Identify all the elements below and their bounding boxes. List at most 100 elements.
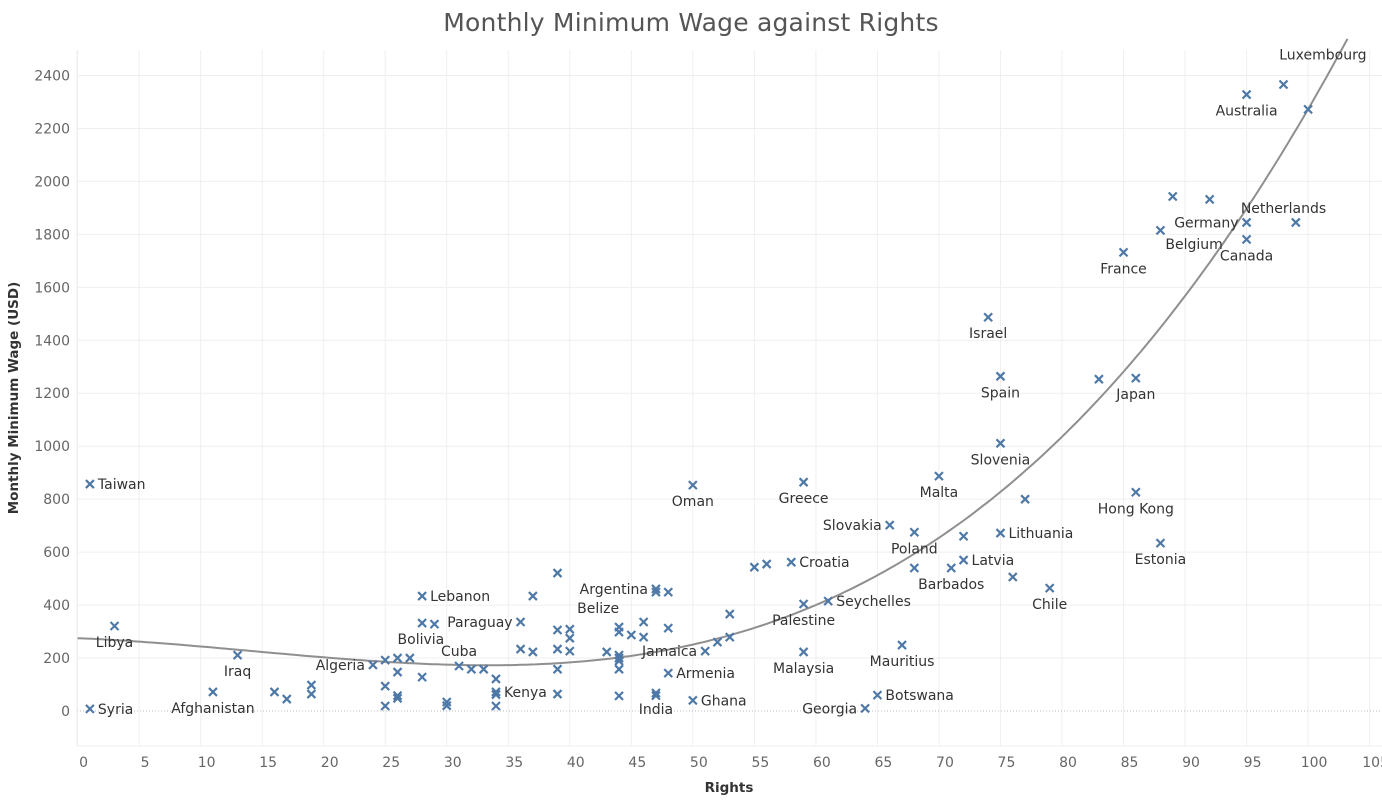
data-point[interactable] [392,653,403,663]
data-point[interactable] [638,632,649,642]
data-point[interactable] [1155,538,1166,548]
data-point[interactable] [614,656,624,666]
data-point[interactable] [909,563,920,573]
data-point[interactable] [466,664,477,674]
data-point[interactable] [1303,104,1313,115]
data-point[interactable] [884,520,895,530]
data-point[interactable] [392,693,403,704]
data-point[interactable] [491,689,501,700]
data-point[interactable] [614,627,624,637]
data-point[interactable] [282,694,292,704]
data-point[interactable] [1241,89,1252,100]
data-point[interactable] [552,664,563,674]
data-point[interactable] [208,687,218,697]
data-point[interactable] [724,632,735,642]
data-point[interactable] [1118,247,1129,258]
data-point[interactable] [614,653,624,663]
data-point[interactable] [1044,583,1055,593]
data-point[interactable] [85,479,95,489]
data-point[interactable] [306,680,317,690]
data-point[interactable] [798,647,809,657]
data-point[interactable] [651,587,661,597]
data-point[interactable] [651,688,661,698]
data-point[interactable] [958,555,969,565]
data-point[interactable] [1167,191,1178,202]
data-point[interactable] [565,646,575,656]
data-point[interactable] [368,660,378,670]
data-point[interactable] [860,703,870,714]
data-point[interactable] [995,371,1006,382]
data-point[interactable] [724,609,735,619]
data-point[interactable] [946,563,957,573]
data-point[interactable] [712,637,723,647]
data-point[interactable] [614,691,624,701]
data-point[interactable] [405,653,415,663]
data-point[interactable] [528,591,538,601]
data-point[interactable] [700,646,710,656]
data-point[interactable] [552,644,563,654]
data-point[interactable] [528,647,538,657]
data-point[interactable] [995,528,1006,538]
data-point[interactable] [109,621,120,631]
data-point[interactable] [85,704,95,714]
data-point[interactable] [798,599,809,609]
data-point[interactable] [392,690,403,701]
data-point[interactable] [934,471,944,481]
data-point[interactable] [565,633,575,643]
data-point[interactable] [1204,194,1215,205]
data-point[interactable] [786,557,797,567]
data-point[interactable] [1241,217,1252,228]
data-point[interactable] [614,664,624,674]
data-point[interactable] [552,568,563,578]
data-point[interactable] [872,690,883,700]
data-point[interactable] [441,700,452,711]
data-point[interactable] [478,664,489,674]
data-point[interactable] [380,655,391,665]
data-point[interactable] [761,559,772,569]
data-point[interactable] [491,674,501,684]
data-point[interactable] [380,701,391,711]
data-point[interactable] [663,587,674,597]
data-point[interactable] [626,630,637,640]
data-point[interactable] [1241,234,1252,245]
data-point[interactable] [454,661,464,671]
data-point[interactable] [552,625,563,635]
data-point[interactable] [1131,487,1141,498]
data-point[interactable] [638,617,649,627]
data-point[interactable] [651,584,661,594]
data-point[interactable] [909,527,920,538]
data-point[interactable] [688,695,698,706]
data-point[interactable] [798,477,809,487]
data-point[interactable] [958,531,969,542]
data-point[interactable] [417,618,427,628]
data-point[interactable] [1020,494,1030,504]
data-point[interactable] [663,623,674,633]
data-point[interactable] [417,591,427,601]
data-point[interactable] [429,619,440,629]
data-point[interactable] [651,690,661,701]
data-point[interactable] [1291,217,1301,228]
data-point[interactable] [515,617,526,627]
data-point[interactable] [601,647,612,657]
data-point[interactable] [392,667,403,677]
data-point[interactable] [269,687,280,697]
data-point[interactable] [823,596,833,606]
data-point[interactable] [515,644,526,654]
data-point[interactable] [749,562,760,572]
data-point[interactable] [663,668,674,678]
data-point[interactable] [897,640,907,650]
data-point[interactable] [380,681,391,691]
data-point[interactable] [1155,225,1166,236]
data-point[interactable] [441,697,452,707]
data-point[interactable] [417,672,427,682]
data-point[interactable] [1131,373,1141,383]
data-point[interactable] [995,438,1006,449]
data-point[interactable] [565,624,575,634]
data-point[interactable] [1094,374,1104,384]
data-point[interactable] [1278,79,1289,90]
data-point[interactable] [306,689,317,699]
data-point[interactable] [1008,572,1018,582]
data-point[interactable] [232,650,243,660]
data-point[interactable] [491,701,501,711]
data-point[interactable] [491,687,501,697]
